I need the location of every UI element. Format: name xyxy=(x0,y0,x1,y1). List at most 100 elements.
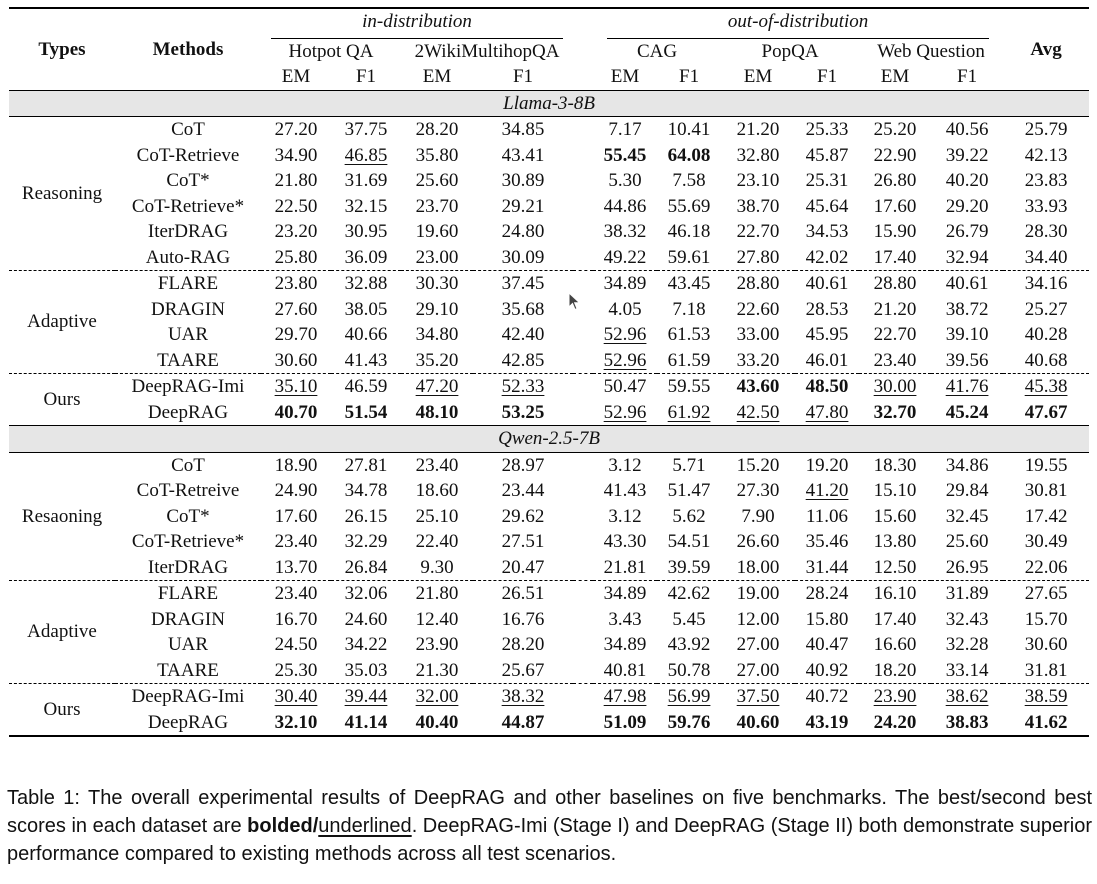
score-value: 29.84 xyxy=(945,480,989,501)
score-value: 29.70 xyxy=(274,324,318,345)
score-value: 25.67 xyxy=(501,659,545,681)
score-value: 25.33 xyxy=(805,119,849,140)
score-value: 38.59 xyxy=(1024,686,1068,707)
score-cell: 32.45 xyxy=(931,504,1003,530)
method-cell: DeepRAG-Imi xyxy=(115,373,261,400)
score-value: 21.80 xyxy=(415,583,459,604)
score-value: 47.20 xyxy=(415,376,459,397)
score-value: 52.96 xyxy=(603,324,647,345)
score-cell: 18.30 xyxy=(859,452,931,478)
table-row: UAR 24.50 34.22 23.90 28.20 34.89 43.92 27.00 40… xyxy=(9,632,1089,658)
score-value: 36.09 xyxy=(344,246,388,268)
score-cell: 18.90 xyxy=(261,452,331,478)
score-value: 22.60 xyxy=(736,298,780,320)
score-cell: 33.93 xyxy=(1003,194,1089,220)
score-value: 24.90 xyxy=(274,480,318,501)
score-value: 43.41 xyxy=(501,144,545,166)
score-value: 59.61 xyxy=(667,246,711,268)
score-cell: 42.50 xyxy=(721,400,795,426)
score-value: 3.12 xyxy=(608,505,642,527)
method-cell: CoT* xyxy=(166,505,210,527)
score-cell: 29.84 xyxy=(931,478,1003,504)
score-cell: 24.60 xyxy=(331,607,401,633)
gap-cell xyxy=(573,658,593,684)
score-value: 32.28 xyxy=(945,634,989,655)
score-cell: 39.44 xyxy=(331,683,401,710)
score-value: 35.46 xyxy=(805,531,849,552)
score-value: 28.80 xyxy=(736,273,780,294)
table-row: DeepRAG 32.10 41.14 40.40 44.87 51.09 59.76 40.… xyxy=(9,709,1090,737)
score-value: 19.55 xyxy=(1024,454,1068,476)
score-value: 30.95 xyxy=(344,221,388,242)
metric-header: F1 xyxy=(331,64,401,91)
score-value: 40.40 xyxy=(415,711,459,733)
score-value: 28.20 xyxy=(415,119,459,140)
score-value: 55.45 xyxy=(603,144,647,166)
score-cell: 39.59 xyxy=(657,555,721,581)
score-value: 40.56 xyxy=(945,119,989,140)
method-cell: IterDRAG xyxy=(147,221,229,242)
score-cell: 34.86 xyxy=(931,452,1003,478)
score-value: 33.93 xyxy=(1024,195,1068,217)
score-value: 25.79 xyxy=(1024,119,1068,140)
score-cell: 23.10 xyxy=(721,168,795,194)
score-value: 27.60 xyxy=(274,298,318,320)
header-row-metrics: EM F1 EM F1 EM F1 EM F1 EM F1 xyxy=(9,64,1089,91)
score-cell: 19.55 xyxy=(1003,452,1089,478)
score-value: 27.20 xyxy=(274,119,318,140)
score-value: 40.66 xyxy=(344,324,388,345)
score-cell: 18.60 xyxy=(401,478,473,504)
score-cell: 46.59 xyxy=(331,373,401,400)
score-cell: 28.30 xyxy=(1003,219,1089,245)
score-value: 23.40 xyxy=(274,531,318,552)
score-value: 24.60 xyxy=(344,608,388,630)
score-cell: 42.40 xyxy=(473,322,573,348)
score-cell: 45.24 xyxy=(931,400,1003,426)
method-cell: DeepRAG xyxy=(115,709,261,737)
score-cell: 43.19 xyxy=(795,709,860,737)
score-value: 22.70 xyxy=(736,221,780,242)
score-value: 45.64 xyxy=(805,195,849,217)
score-cell: 30.09 xyxy=(473,245,573,271)
score-cell: 35.80 xyxy=(401,143,473,169)
score-value: 42.50 xyxy=(736,401,780,423)
score-value: 17.42 xyxy=(1024,505,1068,527)
score-cell: 43.92 xyxy=(657,632,721,658)
score-cell: 23.90 xyxy=(859,683,932,710)
score-cell: 25.79 xyxy=(1003,117,1089,143)
score-value: 39.59 xyxy=(667,556,711,578)
score-cell: 40.28 xyxy=(1003,322,1089,348)
score-value: 34.80 xyxy=(415,324,459,345)
score-value: 34.78 xyxy=(344,480,388,501)
score-value: 18.90 xyxy=(274,454,318,476)
score-value: 7.58 xyxy=(672,170,706,191)
score-value: 18.00 xyxy=(736,556,780,578)
score-cell: 25.60 xyxy=(401,168,473,194)
score-cell: 38.70 xyxy=(721,194,795,220)
score-cell: 34.85 xyxy=(473,117,573,143)
score-cell: 55.45 xyxy=(593,143,657,169)
score-cell: 17.40 xyxy=(859,245,931,271)
score-cell: 27.30 xyxy=(721,478,795,504)
score-cell: 29.21 xyxy=(473,194,573,220)
score-value: 23.70 xyxy=(415,195,459,217)
method-cell: FLARE xyxy=(115,580,261,607)
score-value: 5.30 xyxy=(608,170,642,191)
score-cell: 15.80 xyxy=(795,607,859,633)
score-value: 28.20 xyxy=(501,634,545,655)
type-cell: Ours xyxy=(9,683,115,737)
score-cell: 31.81 xyxy=(1003,658,1089,684)
score-value: 19.20 xyxy=(805,454,849,476)
table-row: CoT-Retrieve* 23.40 32.29 22.40 27.51 43.30 54… xyxy=(9,529,1089,555)
score-cell: 45.38 xyxy=(1003,373,1090,400)
score-value: 24.80 xyxy=(501,221,545,242)
gap-cell xyxy=(573,168,593,194)
caption-suffix: . DeepRAG-Imi (Stage I) and DeepRAG (Sta… xyxy=(7,815,1093,865)
score-cell: 39.10 xyxy=(931,322,1003,348)
score-value: 27.00 xyxy=(736,634,780,655)
score-value: 26.95 xyxy=(945,556,989,578)
score-value: 40.70 xyxy=(274,401,318,423)
score-cell: 41.20 xyxy=(795,478,859,504)
score-value: 51.47 xyxy=(667,480,711,501)
score-cell: 12.00 xyxy=(721,607,795,633)
